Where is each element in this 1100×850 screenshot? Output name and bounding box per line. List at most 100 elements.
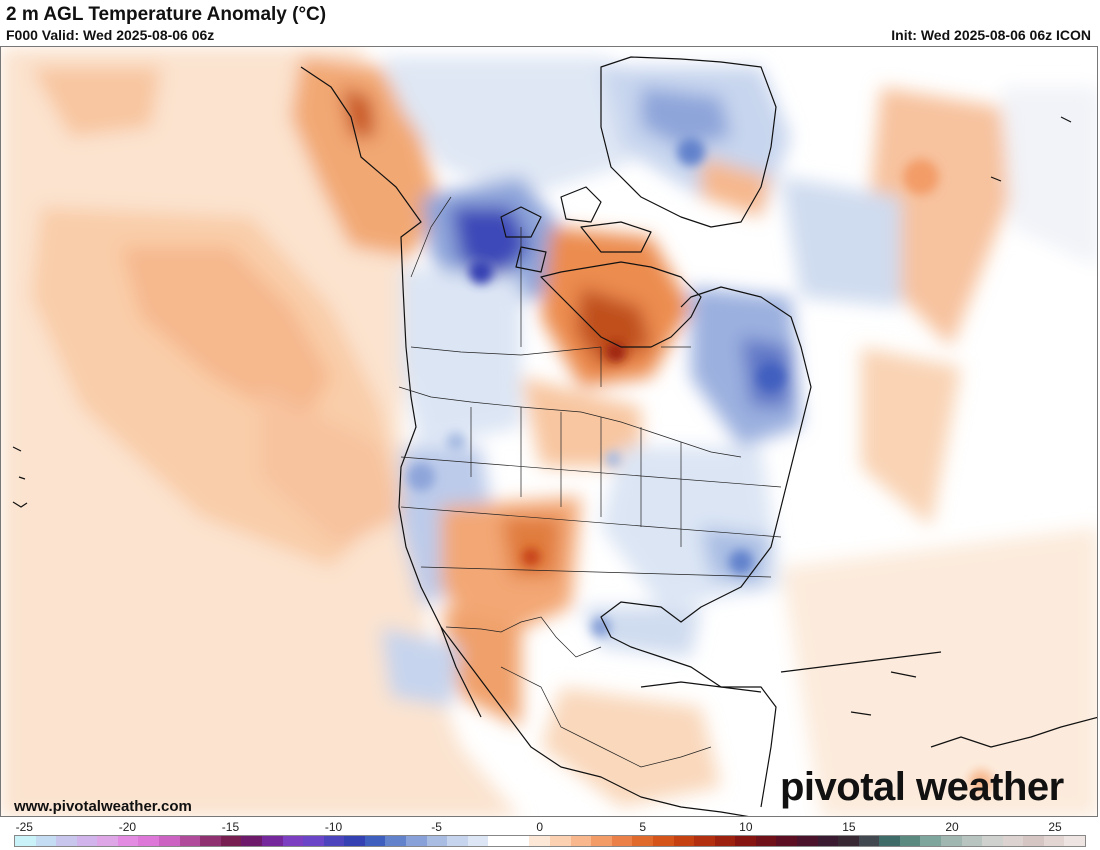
colorbar-cell: [1023, 836, 1044, 846]
colorbar-tick-label: -25: [15, 820, 33, 834]
colorbar-cell: [447, 836, 468, 846]
speckle: [903, 159, 939, 195]
arctic-islands: [500, 186, 652, 273]
colorbar-cell: [570, 836, 592, 846]
colorbar-cell: [899, 836, 921, 846]
colorbar-cell: [241, 836, 262, 846]
speckle-texture: [407, 138, 993, 794]
baja-coast: [440, 626, 482, 718]
gulf-cool: [581, 607, 701, 657]
speckle: [407, 463, 435, 491]
brand-logo: pivotal weather: [780, 765, 1064, 809]
valid-time: F000 Valid: Wed 2025-08-06 06z: [6, 27, 215, 43]
atlantic-warm: [871, 87, 1011, 347]
colorbar-cell: [673, 836, 695, 846]
speckle: [969, 770, 993, 794]
colorbar-cell: [303, 836, 324, 846]
colorbar-cell: [1043, 836, 1065, 846]
mexico-nw-warm: [441, 607, 521, 727]
colorbar-cell: [858, 836, 880, 846]
colorbar-cell: [755, 836, 777, 846]
colorbar-cell: [817, 836, 839, 846]
south-america-coast: [930, 716, 1097, 748]
map-panel: [0, 46, 1098, 817]
coastlines: [12, 56, 1097, 816]
colorbar-cell: [159, 836, 180, 846]
colorbar-cell: [982, 836, 1003, 846]
colorbar-cell: [961, 836, 983, 846]
four-corners-warm: [501, 517, 561, 577]
atlantic-neutral: [1001, 87, 1097, 267]
colorbar-cell: [97, 836, 118, 846]
atlantic-warm-mid: [861, 347, 961, 527]
colorbar-cell: [776, 836, 797, 846]
colorbar-cell: [591, 836, 612, 846]
colorbar-cell: [838, 836, 859, 846]
pacific-warm-south: [261, 387, 401, 547]
init-time: Init: Wed 2025-08-06 06z ICON: [891, 27, 1091, 43]
caribbean-islands: [640, 651, 942, 716]
mexico-south-warm: [541, 687, 721, 807]
colorbar: -25 -20 -15 -10 -5 0 5 10 15 20 25: [14, 820, 1086, 848]
nw-canada-cold: [451, 207, 531, 277]
speckle: [522, 548, 540, 566]
us-mexico-border: [445, 616, 602, 658]
colorbar-tick-label: 5: [639, 820, 647, 834]
greenland-cold: [641, 87, 731, 147]
colorbar-ticks: -25 -20 -15 -10 -5 0 5 10 15 20 25: [14, 820, 1086, 834]
western-canada-cool: [401, 267, 521, 447]
hawaii: [12, 446, 28, 508]
prairies-warm: [521, 377, 641, 467]
colorbar-cell: [344, 836, 365, 846]
colorbar-tick-label: 25: [1048, 820, 1062, 834]
colorbar-cells: [14, 835, 1086, 847]
colorbar-cell: [920, 836, 942, 846]
colorbar-cell: [632, 836, 653, 846]
political-boundaries: [398, 196, 782, 768]
colorbar-cell: [488, 836, 509, 846]
colorbar-cell: [261, 836, 283, 846]
colorbar-cell: [941, 836, 962, 846]
speckle: [591, 617, 611, 637]
colorbar-cell: [550, 836, 571, 846]
colorbar-cell: [282, 836, 304, 846]
state-provincial-lines: [400, 346, 782, 578]
map-title: 2 m AGL Temperature Anomaly (°C): [6, 4, 327, 25]
colorbar-cell: [1064, 836, 1086, 846]
atlantic-south-warm: [781, 527, 1097, 816]
north-atlantic-islands: [990, 116, 1072, 182]
colorbar-cell: [76, 836, 98, 846]
colorbar-cell: [323, 836, 345, 846]
speckle: [729, 550, 753, 574]
hudson-bay-coast: [540, 261, 702, 348]
canada-territory-lines: [410, 196, 691, 387]
speckle: [605, 451, 621, 467]
anomaly-field: [1, 47, 1097, 816]
anomaly-map: [1, 47, 1097, 816]
header: 2 m AGL Temperature Anomaly (°C) F000 Va…: [0, 0, 1100, 46]
speckle: [446, 432, 466, 452]
colorbar-cell: [529, 836, 551, 846]
colorbar-cell: [735, 836, 756, 846]
speckle: [469, 260, 493, 284]
pacific-warm-core: [121, 247, 331, 427]
colorbar-cell: [508, 836, 530, 846]
colorbar-cell: [611, 836, 633, 846]
colorbar-cell: [385, 836, 406, 846]
colorbar-cell: [220, 836, 242, 846]
atlantic-gulf-coastline: [600, 286, 812, 808]
colorbar-cell: [467, 836, 489, 846]
colorbar-tick-label: 20: [945, 820, 959, 834]
colorbar-cell: [138, 836, 160, 846]
colorbar-tick-label: 10: [739, 820, 753, 834]
colorbar-tick-label: 0: [536, 820, 544, 834]
colorbar-cell: [652, 836, 674, 846]
speckle: [677, 138, 705, 166]
greenland-warm-coast: [701, 157, 771, 217]
colorbar-tick-label: -15: [221, 820, 240, 834]
colorbar-cell: [35, 836, 57, 846]
colorbar-tick-label: -10: [324, 820, 343, 834]
mexico-state-lines: [500, 666, 712, 768]
baja-offshore-cool: [381, 627, 461, 707]
colorbar-tick-label: 15: [842, 820, 856, 834]
